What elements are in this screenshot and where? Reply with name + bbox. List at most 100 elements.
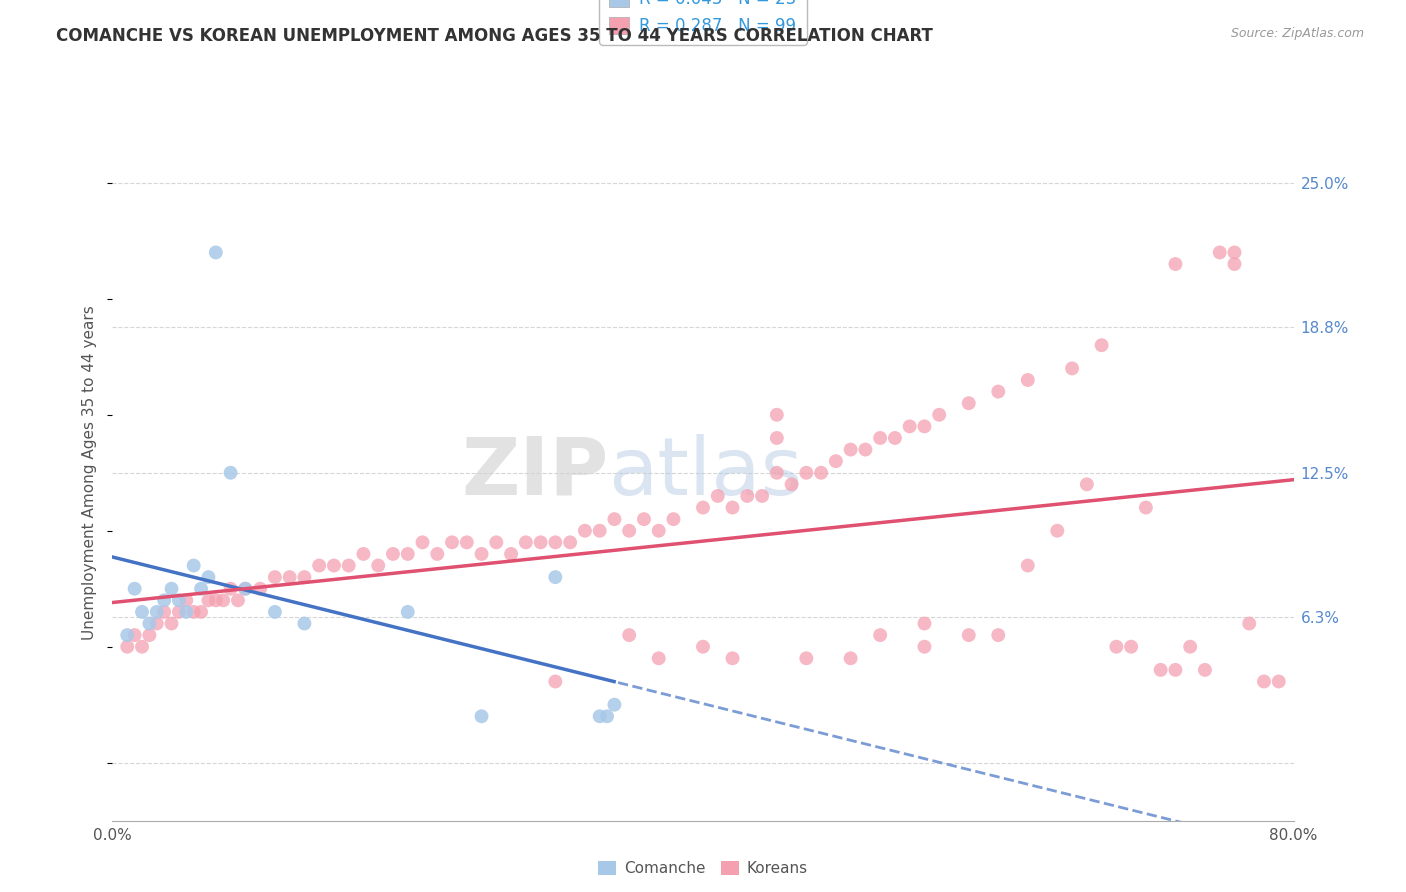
Point: [707, 489, 730, 503]
Point: [205, 593, 228, 607]
Point: [233, 582, 256, 596]
Point: [117, 628, 138, 642]
Point: [914, 419, 936, 434]
Point: [146, 605, 169, 619]
Point: [352, 547, 374, 561]
Point: [898, 419, 921, 434]
Point: [928, 408, 950, 422]
Point: [824, 454, 846, 468]
Y-axis label: Unemployment Among Ages 35 to 44 years: Unemployment Among Ages 35 to 44 years: [82, 305, 97, 640]
Point: [124, 582, 146, 596]
Point: [1164, 257, 1187, 271]
Point: [737, 489, 759, 503]
Point: [869, 628, 891, 642]
Point: [1164, 663, 1187, 677]
Point: [633, 512, 655, 526]
Point: [1091, 338, 1114, 352]
Point: [183, 605, 205, 619]
Point: [131, 640, 153, 654]
Point: [544, 674, 567, 689]
Point: [766, 431, 789, 445]
Point: [1119, 640, 1142, 654]
Point: [426, 547, 449, 561]
Point: [160, 582, 183, 596]
Point: [396, 605, 419, 619]
Point: [914, 640, 936, 654]
Point: [190, 582, 212, 596]
Text: atlas: atlas: [609, 434, 803, 512]
Point: [647, 651, 671, 665]
Point: [574, 524, 596, 538]
Point: [117, 640, 138, 654]
Point: [957, 628, 980, 642]
Point: [796, 651, 818, 665]
Point: [914, 616, 936, 631]
Point: [323, 558, 346, 573]
Point: [619, 628, 641, 642]
Point: [796, 466, 818, 480]
Text: ZIP: ZIP: [461, 434, 609, 512]
Point: [212, 593, 235, 607]
Point: [721, 500, 744, 515]
Point: [1239, 616, 1261, 631]
Point: [470, 709, 494, 723]
Point: [131, 605, 153, 619]
Point: [987, 384, 1010, 399]
Point: [544, 535, 567, 549]
Point: [292, 616, 315, 631]
Point: [1194, 663, 1216, 677]
Point: [382, 547, 405, 561]
Point: [603, 698, 626, 712]
Point: [839, 651, 862, 665]
Point: [226, 593, 249, 607]
Point: [1268, 674, 1291, 689]
Point: [560, 535, 582, 549]
Point: [264, 570, 287, 584]
Point: [470, 547, 494, 561]
Point: [190, 605, 212, 619]
Point: [1180, 640, 1202, 654]
Point: [544, 570, 567, 584]
Point: [603, 512, 626, 526]
Point: [146, 616, 169, 631]
Point: [174, 593, 197, 607]
Point: [308, 558, 330, 573]
Point: [153, 593, 176, 607]
Point: [138, 628, 160, 642]
Point: [766, 466, 789, 480]
Point: [337, 558, 360, 573]
Legend: Comanche, Koreans: Comanche, Koreans: [592, 855, 814, 882]
Point: [124, 628, 146, 642]
Point: [619, 524, 641, 538]
Point: [839, 442, 862, 457]
Point: [1076, 477, 1098, 491]
Point: [219, 466, 242, 480]
Text: COMANCHE VS KOREAN UNEMPLOYMENT AMONG AGES 35 TO 44 YEARS CORRELATION CHART: COMANCHE VS KOREAN UNEMPLOYMENT AMONG AG…: [56, 27, 934, 45]
Point: [441, 535, 464, 549]
Point: [751, 489, 773, 503]
Point: [456, 535, 478, 549]
Text: Source: ZipAtlas.com: Source: ZipAtlas.com: [1230, 27, 1364, 40]
Point: [183, 558, 205, 573]
Point: [884, 431, 907, 445]
Point: [233, 582, 256, 596]
Point: [529, 535, 551, 549]
Point: [855, 442, 877, 457]
Point: [692, 640, 714, 654]
Point: [721, 651, 744, 665]
Point: [766, 408, 789, 422]
Point: [412, 535, 434, 549]
Point: [138, 616, 160, 631]
Point: [810, 466, 832, 480]
Point: [1062, 361, 1084, 376]
Point: [1150, 663, 1173, 677]
Point: [596, 709, 619, 723]
Point: [1208, 245, 1232, 260]
Point: [264, 605, 287, 619]
Point: [588, 524, 610, 538]
Point: [396, 547, 419, 561]
Point: [1223, 257, 1246, 271]
Point: [987, 628, 1010, 642]
Point: [647, 524, 671, 538]
Point: [197, 593, 219, 607]
